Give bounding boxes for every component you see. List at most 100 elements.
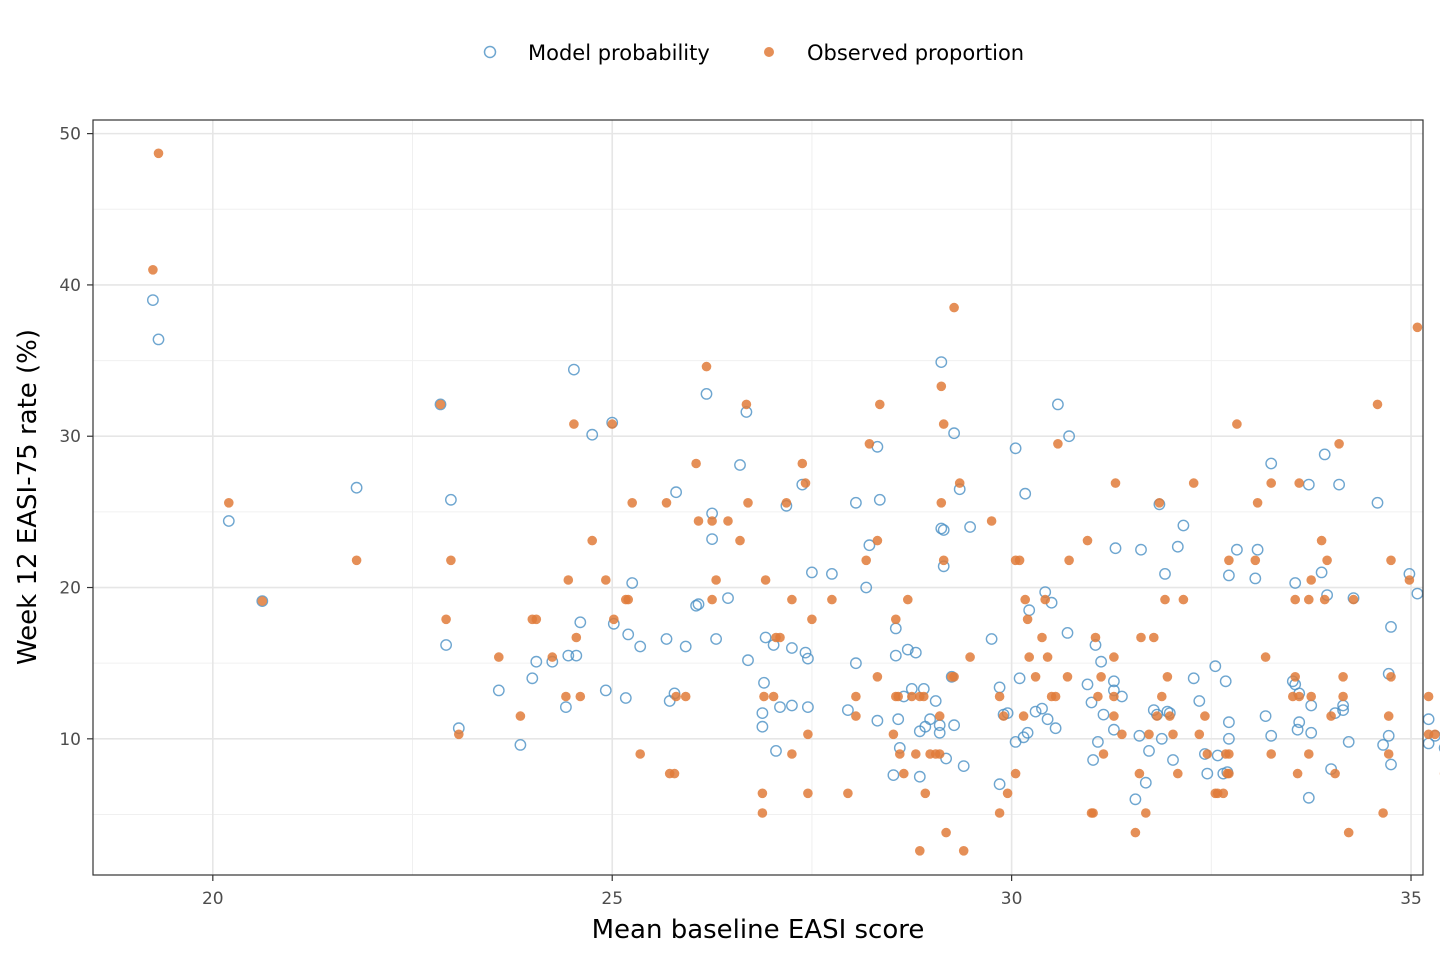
- point-model-probability: [850, 657, 862, 670]
- point-observed-proportion: [680, 691, 691, 702]
- point-model-probability: [146, 294, 159, 306]
- point-observed-proportion: [1294, 691, 1304, 702]
- point-model-probability: [948, 719, 960, 732]
- point-observed-proportion: [1404, 575, 1415, 585]
- point-observed-proportion: [1218, 788, 1229, 799]
- point-observed-proportion: [743, 498, 753, 508]
- point-observed-proportion: [800, 478, 811, 488]
- point-observed-proportion: [711, 575, 721, 585]
- point-observed-proportion: [915, 846, 925, 856]
- legend-marker-observed-proportion: [764, 47, 774, 57]
- point-observed-proportion: [998, 711, 1009, 721]
- point-observed-proportion: [1423, 729, 1434, 740]
- point-observed-proportion: [875, 399, 885, 410]
- point-model-probability: [1049, 722, 1062, 735]
- point-observed-proportion: [851, 711, 861, 721]
- point-observed-proportion: [1348, 594, 1359, 605]
- point-observed-proportion: [435, 399, 446, 410]
- point-model-probability: [1171, 540, 1184, 553]
- point-observed-proportion: [1173, 768, 1183, 779]
- point-observed-proportion: [635, 749, 645, 759]
- point-observed-proportion: [661, 498, 672, 508]
- point-observed-proportion: [1109, 711, 1119, 721]
- point-observed-proportion: [888, 729, 899, 740]
- point-observed-proportion: [903, 594, 913, 605]
- point-model-probability: [871, 714, 884, 727]
- point-observed-proportion: [757, 788, 768, 799]
- point-model-probability: [993, 778, 1006, 791]
- point-model-probability: [1193, 695, 1206, 707]
- point-observed-proportion: [441, 614, 451, 625]
- point-observed-proportion: [864, 439, 875, 449]
- point-observed-proportion: [994, 691, 1005, 702]
- point-model-probability: [1201, 767, 1214, 780]
- axes: 20 25 30 35 10 20 30 40 50: [59, 125, 1421, 909]
- point-observed-proportion: [569, 419, 579, 429]
- point-model-probability: [1021, 726, 1034, 739]
- y-tick-label: 50: [59, 125, 81, 145]
- point-observed-proportion: [1020, 594, 1030, 605]
- x-tick-label: 35: [1400, 889, 1422, 909]
- point-model-probability: [1063, 430, 1076, 443]
- point-observed-proportion: [148, 265, 158, 275]
- point-model-probability: [1422, 737, 1435, 750]
- point-observed-proportion: [949, 302, 959, 313]
- point-model-probability: [1167, 754, 1179, 766]
- point-observed-proportion: [1372, 399, 1383, 410]
- point-observed-proportion: [735, 535, 745, 546]
- point-model-probability: [842, 704, 854, 716]
- point-model-probability: [924, 713, 936, 726]
- point-model-probability: [1177, 519, 1190, 532]
- point-observed-proportion: [1053, 439, 1063, 449]
- point-observed-proportion: [224, 498, 234, 508]
- point-observed-proportion: [1093, 691, 1103, 702]
- point-model-probability: [1438, 744, 1440, 752]
- point-observed-proportion: [454, 729, 464, 740]
- point-model-probability: [1085, 696, 1098, 709]
- point-model-probability: [892, 713, 905, 726]
- point-observed-proportion: [986, 516, 997, 526]
- point-model-probability: [1318, 448, 1331, 461]
- point-observed-proportion: [257, 596, 268, 606]
- legend: Model probability Observed proportion: [483, 41, 1024, 65]
- point-observed-proportion: [803, 729, 813, 740]
- point-observed-proportion: [531, 614, 542, 625]
- point-model-probability: [774, 701, 786, 713]
- point-observed-proportion: [1250, 555, 1261, 566]
- point-model-probability: [444, 493, 457, 506]
- point-model-probability: [742, 654, 754, 667]
- point-model-probability: [889, 622, 902, 635]
- point-observed-proportion: [693, 516, 704, 526]
- point-observed-proportion: [1304, 594, 1314, 605]
- point-model-probability: [993, 681, 1006, 694]
- point-model-probability: [863, 539, 876, 552]
- point-observed-proportion: [1022, 614, 1033, 625]
- point-observed-proportion: [949, 672, 959, 682]
- y-tick-label: 40: [59, 276, 81, 296]
- point-observed-proportion: [446, 555, 456, 566]
- point-observed-proportion: [1383, 711, 1394, 721]
- point-model-probability: [1143, 745, 1155, 757]
- point-observed-proportion: [1030, 672, 1041, 682]
- point-observed-proportion: [1002, 788, 1013, 799]
- point-model-probability: [1231, 543, 1243, 556]
- point-observed-proportion: [1194, 729, 1205, 740]
- point-observed-proportion: [958, 846, 969, 856]
- point-observed-proportion: [707, 594, 717, 605]
- point-observed-proportion: [571, 632, 582, 643]
- point-model-probability: [758, 676, 770, 689]
- point-observed-proportion: [587, 535, 597, 546]
- point-model-probability: [1139, 776, 1152, 789]
- point-observed-proportion: [1188, 478, 1199, 488]
- point-observed-proportion: [1326, 711, 1336, 721]
- point-model-probability: [514, 739, 527, 751]
- point-model-probability: [1223, 569, 1235, 582]
- point-observed-proportion: [153, 148, 164, 159]
- point-model-probability: [1095, 655, 1108, 668]
- point-model-probability: [1291, 723, 1304, 736]
- point-model-probability: [1223, 716, 1235, 729]
- point-observed-proportion: [1290, 672, 1300, 682]
- point-observed-proportion: [934, 749, 945, 759]
- point-observed-proportion: [1423, 691, 1434, 702]
